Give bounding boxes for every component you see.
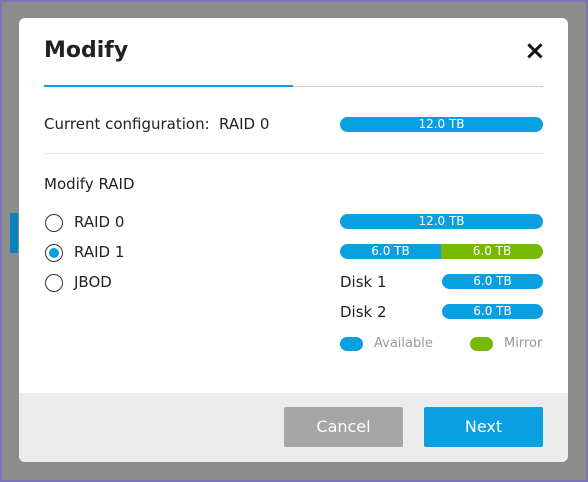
radio-label[interactable]: JBOD <box>74 273 112 291</box>
legend-swatch <box>340 337 363 351</box>
disk-bar: 6.0 TB <box>442 304 543 319</box>
separator <box>44 153 543 154</box>
disk-label: Disk 2 <box>340 303 387 321</box>
cancel-button[interactable]: Cancel <box>284 407 403 447</box>
radio-label[interactable]: RAID 0 <box>74 213 125 231</box>
dialog-title: Modify <box>44 38 129 63</box>
modify-dialog: Modify × Current configuration: RAID 0 1… <box>19 18 568 462</box>
radio-button[interactable] <box>45 244 63 262</box>
section-title: Modify RAID <box>44 175 135 193</box>
radio-label[interactable]: RAID 1 <box>74 243 125 261</box>
disk-bar: 6.0 TB <box>442 274 543 289</box>
mirror-bar: 6.0 TB <box>441 244 543 259</box>
next-button[interactable]: Next <box>424 407 543 447</box>
legend-swatch <box>470 337 493 351</box>
current-value: RAID 0 <box>219 115 270 133</box>
legend-label: Available <box>374 336 433 351</box>
radio-button[interactable] <box>45 214 63 232</box>
available-bar: 6.0 TB <box>340 244 441 259</box>
current-bar: 12.0 TB <box>340 117 543 132</box>
background-panel <box>10 213 18 253</box>
tab-line <box>293 86 543 87</box>
disk-label: Disk 1 <box>340 273 387 291</box>
close-button[interactable]: × <box>524 36 546 66</box>
current-label: Current configuration: <box>44 115 210 133</box>
total-bar: 12.0 TB <box>340 214 543 229</box>
legend-label: Mirror <box>504 336 543 351</box>
radio-button[interactable] <box>45 274 63 292</box>
tab-indicator <box>44 85 293 87</box>
